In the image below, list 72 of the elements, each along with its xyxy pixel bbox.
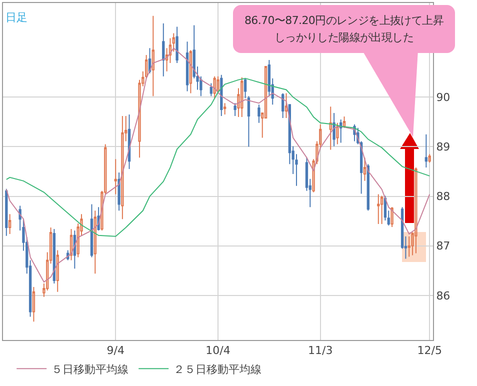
x-tick-label: 9/4	[106, 344, 124, 358]
candlestick	[220, 74, 223, 116]
candlestick	[282, 92, 284, 118]
candlestick	[73, 230, 76, 270]
candlestick	[70, 228, 73, 261]
candlestick	[414, 167, 418, 254]
legend-label: ５日移動平均線	[52, 362, 129, 376]
candlestick	[210, 82, 213, 97]
candlestick	[128, 114, 131, 170]
candlestick	[42, 283, 46, 298]
candlestick	[258, 104, 260, 124]
y-tick-label: 86	[436, 289, 450, 302]
candlestick	[428, 154, 431, 164]
candlestick	[172, 32, 175, 52]
candlestick	[46, 252, 49, 291]
text: 日足	[6, 11, 28, 24]
y-tick-label: 88	[436, 190, 450, 204]
y-tick-label: 87	[436, 240, 450, 253]
x-tick-label: 11/3	[308, 344, 333, 358]
candlestick	[223, 102, 226, 116]
candlestick	[118, 172, 120, 212]
candlestick	[5, 188, 8, 236]
candlestick	[165, 48, 168, 72]
candlestick	[145, 54, 148, 79]
candlestick	[114, 158, 117, 195]
candlestick	[186, 41, 189, 92]
candlestick	[80, 214, 83, 236]
candlestick	[189, 50, 192, 94]
candlestick	[424, 134, 428, 168]
candlestick	[32, 286, 36, 322]
candlestick	[49, 227, 52, 264]
candlestick	[56, 250, 59, 292]
candlestick	[104, 144, 107, 195]
x-tick-label: 10/4	[206, 344, 230, 358]
candlestick	[312, 158, 315, 193]
candlestick	[261, 112, 264, 138]
candlestick	[411, 232, 414, 256]
candlestick	[76, 223, 80, 258]
candlestick	[329, 106, 332, 150]
candlestick	[380, 195, 384, 225]
candlestick	[390, 206, 394, 228]
annotation: 86.70〜87.20円のレンジを上抜けて上昇	[243, 13, 445, 29]
candlestick	[121, 115, 124, 220]
candlestick	[264, 66, 268, 118]
line-series	[6, 48, 430, 283]
candlestick	[377, 194, 380, 225]
candlestick	[332, 112, 336, 147]
candlestick	[340, 118, 342, 144]
y-tick-label: 90	[436, 91, 450, 104]
candlestick	[240, 76, 244, 118]
candlestick	[176, 26, 178, 64]
candlestick	[408, 236, 410, 258]
candlestick	[148, 48, 152, 74]
candlestick	[142, 70, 144, 87]
candlestick	[138, 79, 141, 158]
candlestick	[237, 88, 240, 118]
candlestick	[8, 214, 12, 234]
candlestick	[319, 124, 322, 148]
candlestick	[52, 228, 56, 284]
candlestick	[152, 15, 154, 97]
x-tick-label: 12/5	[417, 344, 442, 358]
candlestick	[90, 204, 94, 258]
candlestick	[342, 116, 346, 128]
line-series	[6, 78, 430, 237]
y-tick-label: 89	[436, 140, 450, 154]
candlestick	[94, 210, 96, 274]
candlestick	[124, 115, 128, 142]
annotation: しっかりした陽線が出現した	[273, 30, 415, 46]
candlestick	[234, 102, 236, 116]
candlestick	[168, 38, 172, 64]
legend-label: ２５日移動平均線	[174, 362, 262, 376]
candlestick	[162, 22, 165, 77]
